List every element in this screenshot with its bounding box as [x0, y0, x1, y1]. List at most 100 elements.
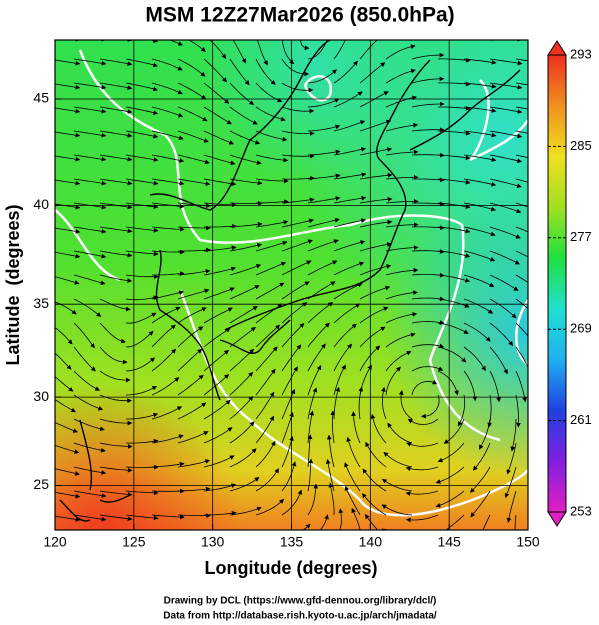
- streamline: [177, 178, 211, 186]
- streamline: [385, 245, 419, 252]
- streamline: [99, 442, 133, 449]
- streamline: [411, 127, 445, 133]
- streamline: [515, 370, 527, 403]
- streamline: [203, 399, 231, 420]
- streamline: [463, 58, 497, 65]
- plot-area: [55, 33, 574, 564]
- colorbar-tick-label: 261: [570, 412, 592, 427]
- streamline: [359, 264, 392, 276]
- streamline: [307, 69, 338, 84]
- streamline: [359, 285, 391, 300]
- streamline: [437, 57, 471, 63]
- streamline: [344, 485, 361, 516]
- streamline: [365, 441, 387, 468]
- streamline: [333, 147, 367, 156]
- streamline: [177, 459, 211, 468]
- streamline: [385, 222, 419, 228]
- streamline: [99, 346, 128, 365]
- streamline: [358, 386, 364, 420]
- streamline: [73, 226, 107, 234]
- colorbar-extend: [547, 40, 567, 56]
- streamline: [229, 221, 263, 228]
- streamline: [255, 415, 274, 444]
- streamline: [151, 324, 176, 348]
- streamline: [542, 35, 574, 40]
- streamline: [125, 274, 159, 280]
- streamline: [74, 539, 106, 544]
- streamline: [381, 478, 413, 492]
- streamline: [151, 514, 185, 520]
- streamline: [177, 58, 206, 77]
- x-tick-label: 130: [201, 534, 225, 550]
- streamline: [328, 482, 335, 516]
- streamline: [385, 68, 416, 84]
- streamline: [281, 489, 303, 516]
- streamline: [489, 274, 519, 291]
- colorbar-tick-label: 285: [570, 138, 592, 153]
- coastlines: [59, 40, 521, 522]
- streamline: [151, 377, 180, 396]
- streamline: [307, 149, 341, 156]
- streamline: [73, 274, 106, 286]
- streamline: [411, 379, 438, 396]
- x-tick-label: 125: [122, 534, 146, 550]
- streamline: [125, 58, 158, 68]
- streamline: [229, 130, 261, 145]
- streamline: [151, 202, 185, 209]
- streamline: [203, 266, 236, 276]
- streamline: [203, 178, 237, 187]
- streamline: [151, 348, 177, 372]
- streamline: [437, 322, 469, 334]
- streamline: [437, 346, 467, 363]
- streamline: [209, 40, 227, 59]
- streamline: [438, 106, 471, 111]
- coastline: [59, 499, 91, 522]
- streamline: [281, 412, 294, 444]
- streamline: [125, 490, 159, 496]
- streamline: [203, 427, 233, 444]
- streamline: [463, 322, 491, 342]
- streamline: [73, 58, 107, 66]
- streamline: [515, 322, 528, 337]
- streamline: [411, 52, 445, 60]
- streamline: [125, 250, 159, 257]
- streamline: [203, 130, 235, 145]
- streamline: [281, 239, 313, 252]
- streamline: [151, 178, 185, 186]
- streamline: [99, 370, 131, 383]
- streamline: [463, 82, 497, 89]
- streamline: [515, 154, 528, 159]
- streamline: [333, 172, 367, 180]
- streamline: [435, 490, 465, 508]
- streamline: [229, 371, 254, 396]
- streamline: [333, 343, 353, 372]
- y-axis-label: Latitude (degrees): [3, 204, 23, 365]
- streamline: [412, 201, 445, 207]
- streamline: [411, 101, 445, 108]
- streamline: [229, 326, 256, 348]
- streamline: [73, 106, 107, 114]
- streamline: [412, 33, 444, 35]
- streamline: [73, 514, 107, 522]
- x-tick-label: 140: [359, 534, 383, 550]
- streamline: [359, 326, 386, 348]
- streamline: [55, 59, 81, 66]
- streamline: [362, 468, 387, 492]
- coastline: [224, 59, 431, 331]
- streamline: [333, 364, 346, 396]
- streamline: [307, 196, 341, 204]
- streamline: [152, 539, 184, 542]
- streamline: [177, 82, 207, 100]
- streamline: [463, 370, 478, 402]
- streamline: [422, 539, 438, 564]
- streamline: [437, 226, 471, 234]
- streamline: [333, 195, 367, 204]
- streamline: [281, 366, 298, 396]
- streamline: [333, 323, 357, 348]
- streamline: [281, 153, 315, 159]
- x-tick-label: 120: [43, 534, 67, 550]
- streamline: [437, 274, 471, 283]
- streamline: [489, 250, 520, 265]
- streamline: [307, 239, 339, 252]
- x-tick-label: 135: [280, 534, 304, 550]
